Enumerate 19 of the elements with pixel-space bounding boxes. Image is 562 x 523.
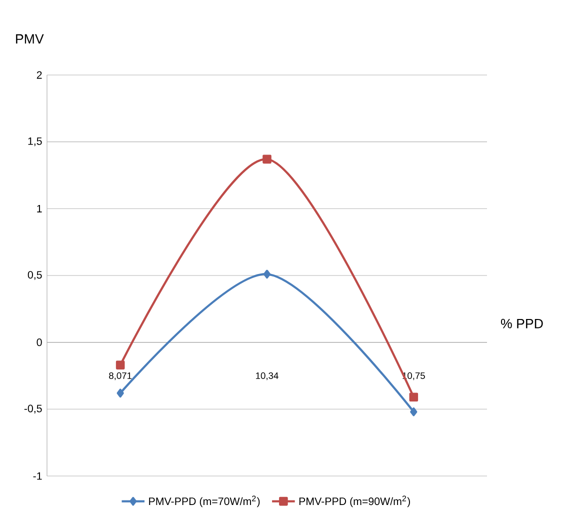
point [410, 407, 418, 416]
point [409, 392, 418, 402]
y-tick-label: 0,5 [28, 271, 42, 280]
y-tick-label: 1 [37, 204, 42, 212]
y-tick-label: -1 [33, 472, 42, 480]
legend-label: PMV-PPD (m=90W/m$^{2}$) [299, 496, 410, 508]
y-tick-label: 2 [36, 71, 42, 79]
y-axis-title: PMV [16, 34, 44, 44]
y-tick-label: -0,5 [24, 404, 42, 414]
x-axis-title: % PPD [500, 318, 543, 328]
point [116, 388, 124, 398]
point [263, 270, 271, 279]
point [116, 360, 125, 370]
legend-label: PMV-PPD (m=70W/m$^{2}$) [149, 496, 260, 508]
x-tick-label: 8,071 [109, 372, 132, 380]
point [262, 154, 272, 164]
y-tick-label: 0 [36, 338, 42, 346]
y-tick-label: 1,5 [28, 137, 42, 146]
x-tick-label: 10,34 [256, 372, 278, 380]
